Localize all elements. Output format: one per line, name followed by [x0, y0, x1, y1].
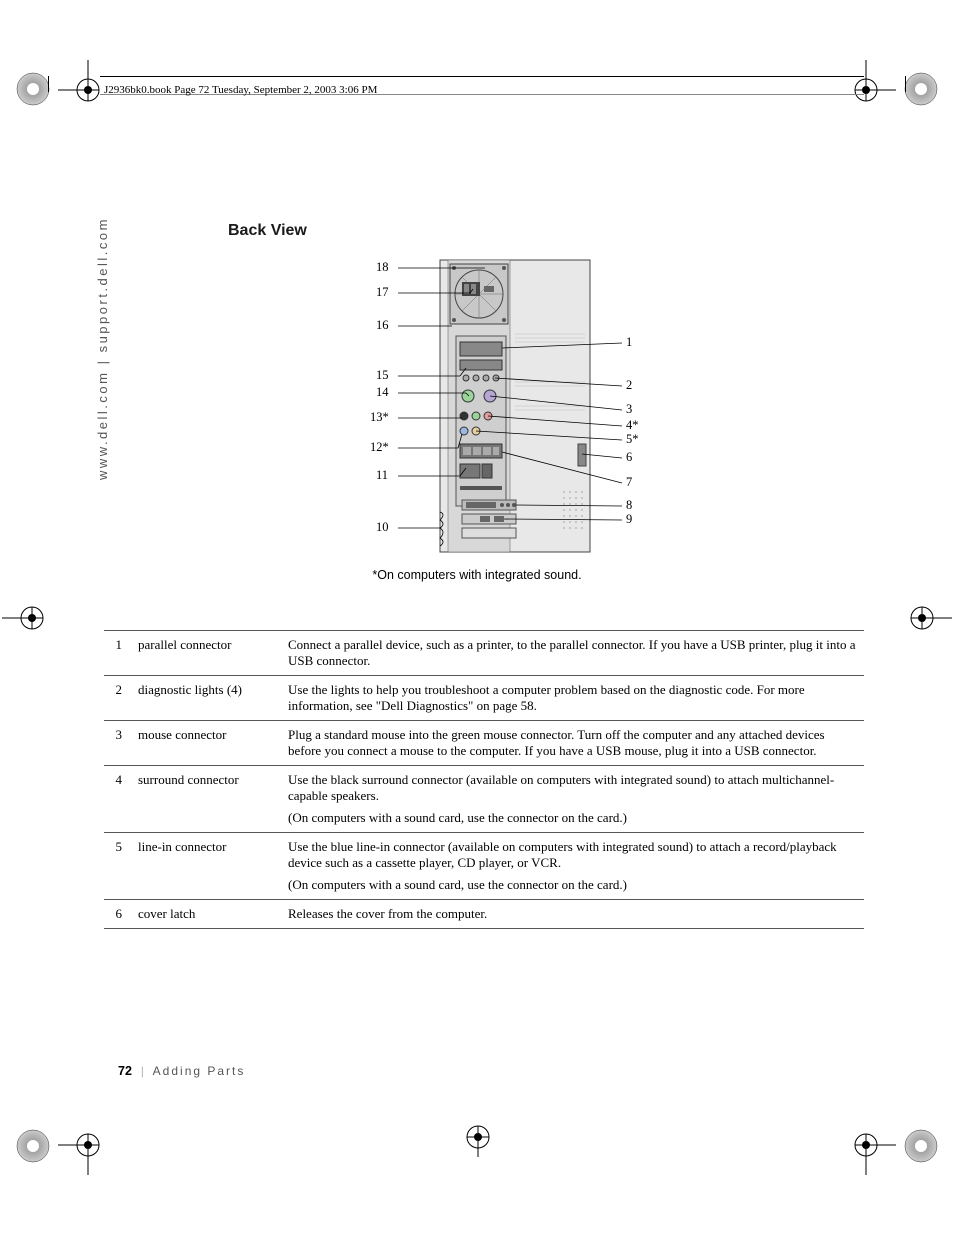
header-text: J2936bk0.book Page 72 Tuesday, September…	[104, 84, 377, 96]
row-num: 6	[104, 900, 134, 929]
callout-8: 8	[626, 498, 632, 513]
callout-5: 5*	[626, 432, 639, 447]
callout-16: 16	[376, 318, 389, 333]
callout-10: 10	[376, 520, 389, 535]
connector-table: 1 parallel connector Connect a parallel …	[104, 630, 864, 929]
crop-mark-br	[902, 1127, 940, 1165]
row-name: cover latch	[134, 900, 284, 929]
table-row: 5 line-in connector Use the blue line-in…	[104, 833, 864, 900]
callout-14: 14	[376, 385, 389, 400]
callout-7: 7	[626, 475, 632, 490]
row-name: diagnostic lights (4)	[134, 676, 284, 721]
rule-l	[48, 76, 49, 92]
rule-r	[905, 76, 906, 92]
callout-6: 6	[626, 450, 632, 465]
row-name: surround connector	[134, 766, 284, 833]
row-num: 5	[104, 833, 134, 900]
rule-top	[100, 76, 864, 77]
callout-4: 4*	[626, 418, 639, 433]
callout-12: 12*	[370, 440, 389, 455]
row-desc-sub: (On computers with a sound card, use the…	[288, 877, 860, 893]
callout-3: 3	[626, 402, 632, 417]
page: J2936bk0.book Page 72 Tuesday, September…	[0, 0, 954, 1235]
crop-mark-bc	[458, 1117, 498, 1157]
side-url: www.dell.com | support.dell.com	[95, 217, 110, 480]
section-title: Back View	[228, 222, 307, 240]
row-desc: Use the lights to help you troubleshoot …	[284, 676, 864, 721]
crop-mark-bl2	[58, 1115, 118, 1175]
row-name: mouse connector	[134, 721, 284, 766]
row-name: line-in connector	[134, 833, 284, 900]
row-desc: Use the blue line-in connector (availabl…	[284, 833, 864, 900]
crop-mark-ml	[2, 588, 62, 648]
back-view-diagram: 18 17 16 15 14 13* 12* 11 10 1 2 3 4* 5*…	[370, 256, 670, 566]
row-desc-sub: (On computers with a sound card, use the…	[288, 810, 860, 826]
crop-mark-tl	[14, 70, 52, 108]
crop-mark-bl	[14, 1127, 52, 1165]
row-desc: Connect a parallel device, such as a pri…	[284, 631, 864, 676]
callout-1: 1	[626, 335, 632, 350]
crop-mark-br2	[836, 1115, 896, 1175]
row-desc: Use the black surround connector (availa…	[284, 766, 864, 833]
row-num: 4	[104, 766, 134, 833]
callout-11: 11	[376, 468, 388, 483]
table-row: 2 diagnostic lights (4) Use the lights t…	[104, 676, 864, 721]
table-row: 1 parallel connector Connect a parallel …	[104, 631, 864, 676]
row-desc-main: Use the blue line-in connector (availabl…	[288, 839, 860, 871]
callout-2: 2	[626, 378, 632, 393]
row-num: 2	[104, 676, 134, 721]
callout-18: 18	[376, 260, 389, 275]
row-desc: Plug a standard mouse into the green mou…	[284, 721, 864, 766]
callout-13: 13*	[370, 410, 389, 425]
table-row: 3 mouse connector Plug a standard mouse …	[104, 721, 864, 766]
row-name: parallel connector	[134, 631, 284, 676]
callout-9: 9	[626, 512, 632, 527]
row-desc: Releases the cover from the computer.	[284, 900, 864, 929]
row-desc-main: Use the black surround connector (availa…	[288, 772, 860, 804]
footer-section: Adding Parts	[153, 1064, 246, 1078]
row-num: 3	[104, 721, 134, 766]
page-number: 72	[118, 1064, 132, 1078]
footer-sep: |	[141, 1064, 144, 1078]
row-num: 1	[104, 631, 134, 676]
callout-17: 17	[376, 285, 389, 300]
crop-mark-tr	[902, 70, 940, 108]
table-row: 6 cover latch Releases the cover from th…	[104, 900, 864, 929]
diagram-caption: *On computers with integrated sound.	[0, 568, 954, 582]
footer: 72 | Adding Parts	[118, 1064, 245, 1079]
crop-mark-tr2	[836, 60, 896, 120]
crop-mark-mr	[892, 588, 952, 648]
callout-15: 15	[376, 368, 389, 383]
table-row: 4 surround connector Use the black surro…	[104, 766, 864, 833]
